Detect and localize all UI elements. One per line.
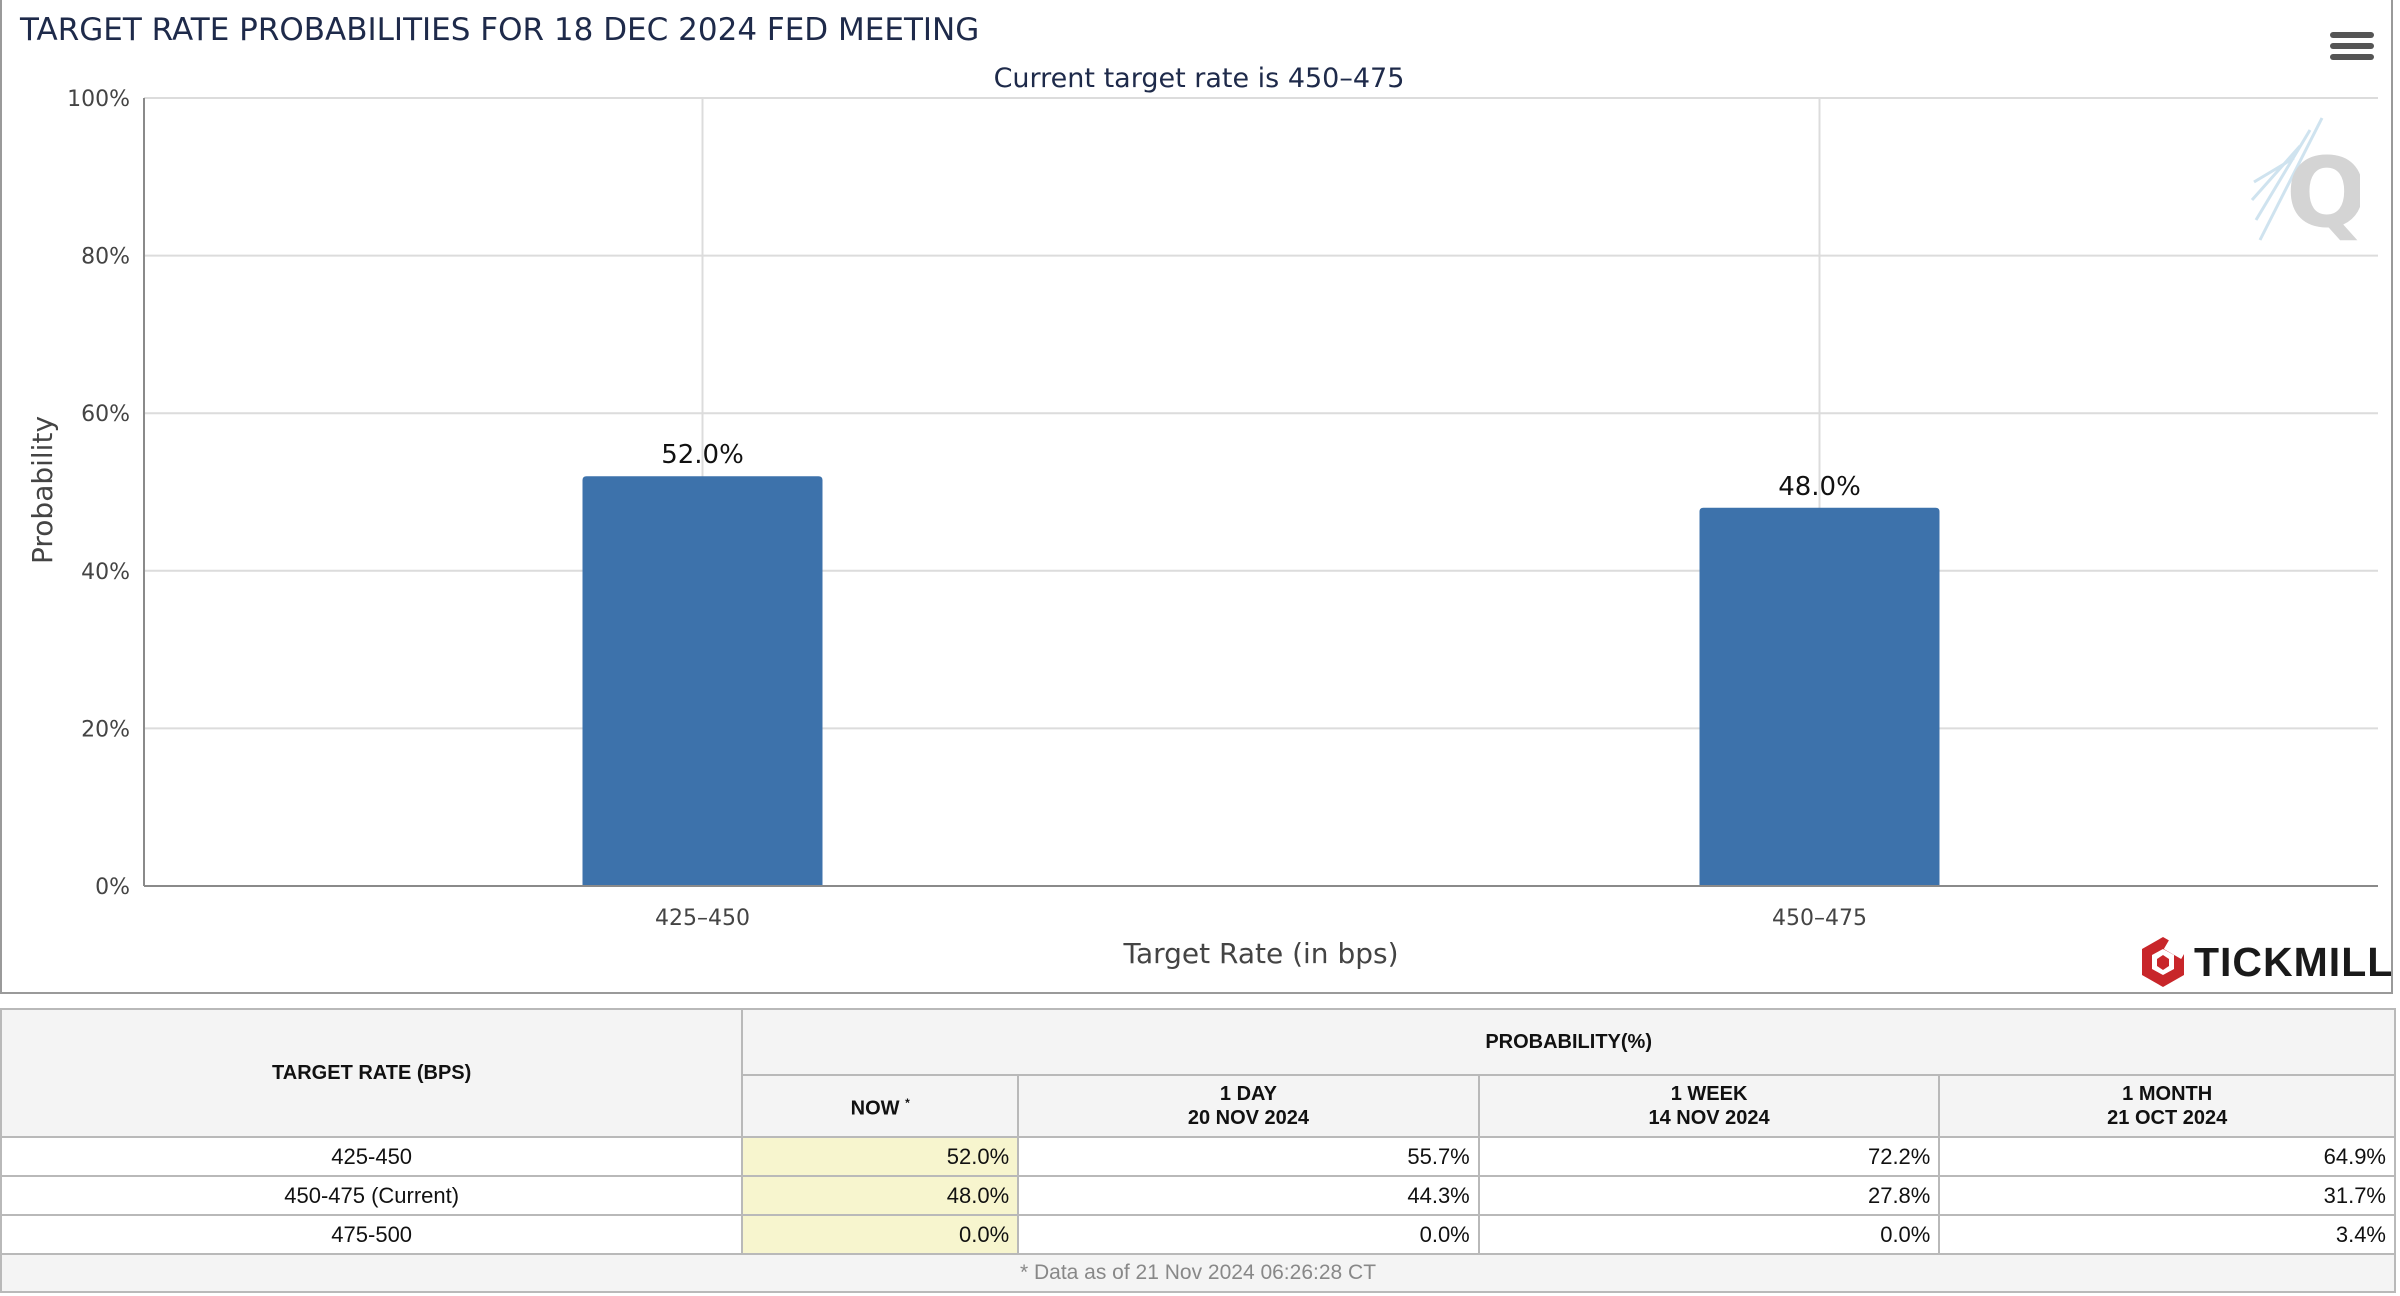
y-tick-label: 20%	[81, 717, 130, 742]
column-header-date: 21 OCT 2024	[2107, 1107, 2228, 1129]
probability-cell: 64.9%	[1938, 1136, 2396, 1177]
probability-cell: 0.0%	[1477, 1214, 1941, 1255]
probability-now-cell: 52.0%	[741, 1136, 1020, 1177]
column-header-period: 1 MONTH	[2122, 1083, 2213, 1105]
bar-value-label: 48.0%	[1778, 472, 1861, 502]
y-tick-label: 100%	[67, 87, 130, 112]
y-axis-label: Probability	[26, 416, 59, 564]
bars	[582, 476, 1940, 886]
data-timestamp-footnote: * Data as of 21 Nov 2024 06:26:28 CT	[0, 1253, 2396, 1293]
y-tick-label: 60%	[81, 402, 130, 427]
column-header-date: 14 NOV 2024	[1648, 1107, 1770, 1129]
probability-bar-chart: TARGET RATE PROBABILITIES FOR 18 DEC 202…	[19, 12, 2378, 970]
table-row: 450-475 (Current) 48.0% 44.3% 27.8% 31.7%	[0, 1175, 2396, 1216]
column-header-1: 1 DAY 20 NOV 2024	[1017, 1074, 1480, 1138]
menu-bar	[2330, 32, 2374, 38]
y-tick-label: 40%	[81, 560, 130, 585]
menu-bar	[2330, 43, 2374, 49]
probability-now-cell: 0.0%	[741, 1214, 1020, 1255]
bar-450–475[interactable]	[1699, 507, 1940, 886]
x-tick-label: 425–450	[655, 906, 750, 931]
header-target-rate: TARGET RATE (BPS)	[0, 1008, 744, 1138]
table-row: 475-500 0.0% 0.0% 0.0% 3.4%	[0, 1214, 2396, 1255]
menu-bar	[2330, 54, 2374, 60]
x-axis-ticks: 425–450 450–475	[655, 906, 1867, 931]
watermark-q-icon: Q	[2250, 117, 2360, 249]
chart-title: TARGET RATE PROBABILITIES FOR 18 DEC 202…	[19, 12, 979, 48]
table-body: 425-450 52.0% 55.7% 72.2% 64.9% 450-475 (Curr…	[0, 1136, 2396, 1255]
data-labels: 52.0% 48.0%	[661, 440, 1861, 502]
probability-cell: 31.7%	[1938, 1175, 2396, 1216]
column-header-2: 1 WEEK 14 NOV 2024	[1477, 1074, 1941, 1138]
probability-cell: 0.0%	[1017, 1214, 1480, 1255]
bar-425–450[interactable]	[582, 476, 823, 886]
x-tick-label: 450–475	[1772, 906, 1867, 931]
column-header-0: NOW *	[741, 1074, 1020, 1138]
chart-subtitle: Current target rate is 450–475	[994, 63, 1405, 94]
sub-header-row: NOW * 1 DAY 20 NOV 2024 1 WEEK 14 NOV 2024 1 …	[1, 1074, 2396, 1138]
column-header-period: 1 WEEK	[1670, 1083, 1748, 1105]
hamburger-menu-icon[interactable]	[2330, 32, 2374, 68]
bar-value-label: 52.0%	[661, 440, 744, 470]
target-rate-cell: 475-500	[0, 1214, 744, 1255]
probability-cell: 27.8%	[1477, 1175, 1941, 1216]
tickmill-logo-icon	[2142, 936, 2186, 987]
y-axis-ticks: 0% 20% 40% 60% 80% 100%	[67, 87, 130, 900]
column-header-period: NOW	[850, 1097, 900, 1120]
probability-cell: 44.3%	[1017, 1175, 1480, 1216]
footnote-marker: *	[905, 1096, 910, 1111]
target-rate-cell: 450-475 (Current)	[0, 1175, 744, 1216]
column-header-3: 1 MONTH 21 OCT 2024	[1938, 1074, 2396, 1138]
x-axis-label: Target Rate (in bps)	[1122, 937, 1398, 970]
watermark-letter: Q	[2286, 137, 2360, 249]
table-row: 425-450 52.0% 55.7% 72.2% 64.9%	[0, 1136, 2396, 1177]
y-tick-label: 0%	[95, 875, 130, 900]
probability-cell: 72.2%	[1477, 1136, 1941, 1177]
column-header-date: 20 NOV 2024	[1187, 1107, 1310, 1129]
y-tick-label: 80%	[81, 245, 130, 270]
brand-name: TICKMILL	[2194, 938, 2394, 985]
probability-cell: 3.4%	[1938, 1214, 2396, 1255]
probability-now-cell: 48.0%	[741, 1175, 1020, 1216]
probability-cell: 55.7%	[1017, 1136, 1480, 1177]
probability-table: TARGET RATE (BPS) PROBABILITY(%) NOW * 1 …	[0, 1008, 2396, 1293]
header-probability: PROBABILITY(%)	[741, 1008, 2396, 1076]
chart-panel: TARGET RATE PROBABILITIES FOR 18 DEC 202…	[0, 0, 2393, 994]
tickmill-brand: TICKMILL	[2140, 934, 2393, 990]
probability-table-container: TARGET RATE (BPS) PROBABILITY(%) NOW * 1 …	[0, 1008, 2400, 1293]
column-header-period: 1 DAY	[1219, 1083, 1277, 1105]
target-rate-cell: 425-450	[0, 1136, 744, 1177]
gridlines	[144, 97, 2378, 886]
